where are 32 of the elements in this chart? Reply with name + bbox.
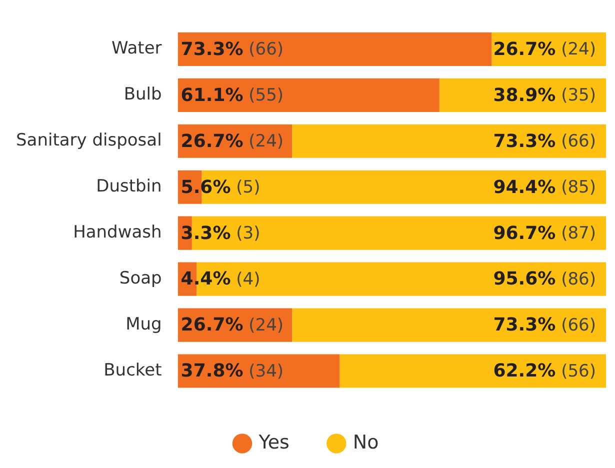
- data-label: 61.1% (55): [180, 84, 284, 106]
- data-label: 38.9% (35): [493, 84, 596, 106]
- data-label: 96.7% (87): [493, 222, 596, 244]
- data-label: 73.3% (66): [180, 38, 284, 60]
- data-label: 3.3% (3): [180, 222, 260, 244]
- data-label: 62.2% (56): [493, 360, 596, 382]
- y-tick-label: Sanitary disposal: [16, 130, 162, 151]
- y-tick-label: Water: [112, 38, 162, 59]
- y-tick-label: Dustbin: [96, 176, 162, 197]
- data-label: 26.7% (24): [180, 314, 284, 336]
- y-tick-label: Mug: [126, 314, 162, 334]
- data-label: 26.7% (24): [180, 130, 284, 152]
- bar: [340, 354, 606, 388]
- data-label: 73.3% (66): [493, 314, 596, 336]
- bar: [178, 32, 492, 66]
- bar: [178, 78, 440, 112]
- y-tick-label: Bucket: [104, 360, 162, 380]
- data-label: 94.4% (85): [493, 176, 596, 198]
- data-label: 37.8% (34): [180, 360, 284, 382]
- y-tick-label: Bulb: [124, 84, 162, 105]
- data-label: 26.7% (24): [493, 38, 596, 60]
- legend-label: Yes: [258, 431, 290, 454]
- legend-label: No: [352, 431, 379, 454]
- data-label: 73.3% (66): [493, 130, 596, 152]
- data-label: 4.4% (4): [180, 268, 260, 290]
- data-label: 5.6% (5): [180, 176, 260, 198]
- bar: [178, 354, 340, 388]
- bar: [292, 124, 606, 158]
- bar: [292, 308, 606, 342]
- data-label: 95.6% (86): [493, 268, 596, 290]
- y-tick-label: Handwash: [73, 222, 162, 243]
- y-tick-label: Soap: [119, 268, 162, 288]
